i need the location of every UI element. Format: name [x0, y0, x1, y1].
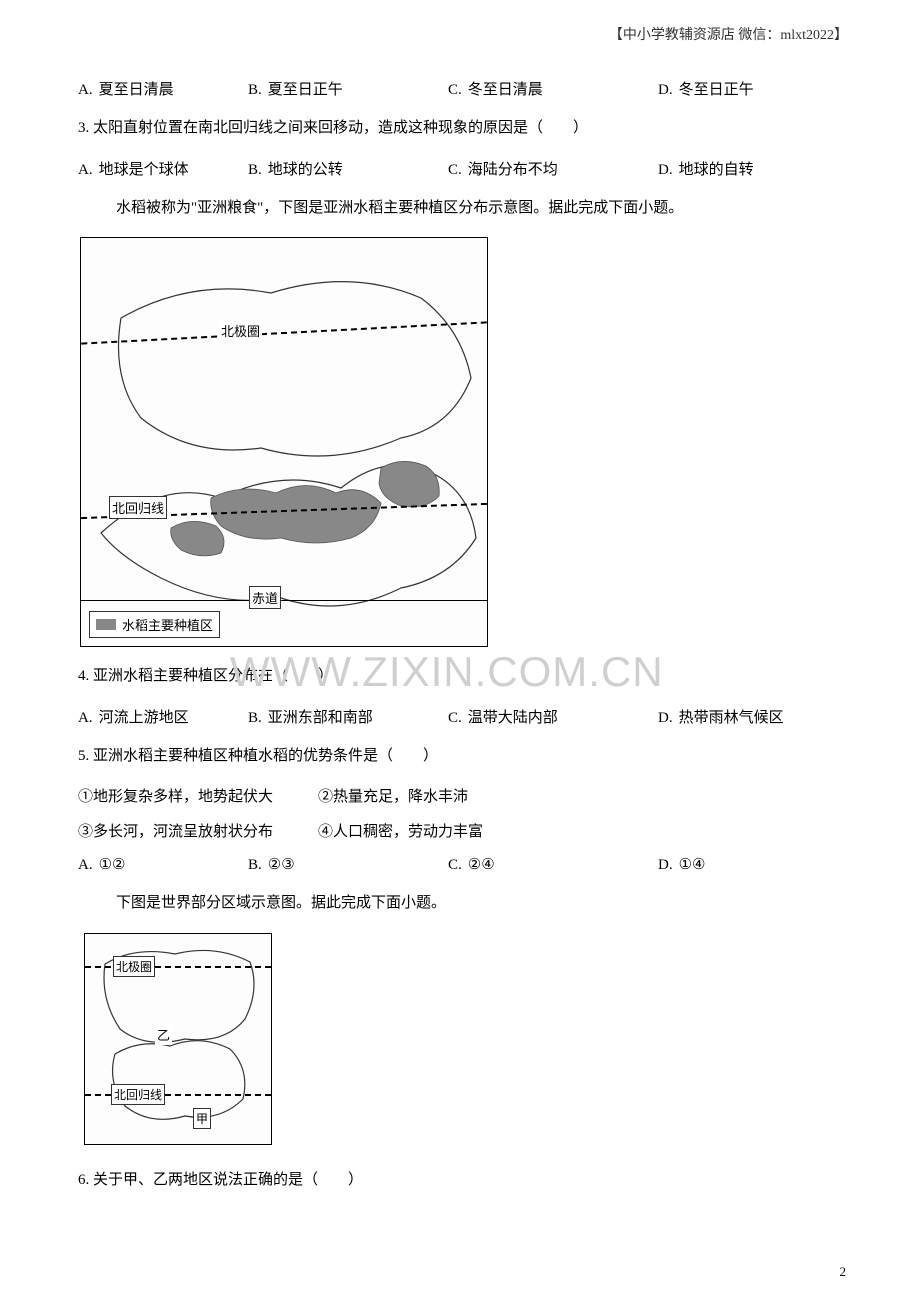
- opt-label-a: A.: [78, 82, 93, 99]
- q4-opt-d-text: 热带雨林气候区: [679, 706, 784, 727]
- equator-line: [81, 600, 487, 601]
- q2-opt-b: B. 夏至日正午: [248, 78, 448, 99]
- asia-rice-map: 北极圈 北回归线 赤道 水稻主要种植区: [80, 237, 488, 647]
- passage-1: 水稻被称为"亚洲粮食"，下图是亚洲水稻主要种植区分布示意图。据此完成下面小题。: [78, 197, 848, 220]
- q5-cond-row2: ③多长河，河流呈放射状分布 ④人口稠密，劳动力丰富: [78, 820, 848, 841]
- yi-label: 乙: [155, 1024, 172, 1045]
- q3-text: 3. 太阳直射位置在南北回归线之间来回移动，造成这种现象的原因是（ ）: [78, 117, 848, 140]
- q4-opt-a-text: 河流上游地区: [99, 706, 189, 727]
- opt-label-c: C.: [448, 162, 462, 179]
- page-number: 2: [840, 1264, 847, 1280]
- q2-opt-c-text: 冬至日清晨: [468, 78, 543, 99]
- q5-opt-c-text: ②④: [468, 855, 495, 874]
- q3-opt-a: A. 地球是个球体: [78, 158, 248, 179]
- q5-opt-a: A. ①②: [78, 855, 248, 874]
- q3-opt-c-text: 海陆分布不均: [468, 158, 558, 179]
- q5-opt-d: D. ①④: [658, 855, 818, 874]
- q5-opt-b-text: ②③: [268, 855, 295, 874]
- tropic-label-2: 北回归线: [111, 1084, 165, 1105]
- q4-opt-c-text: 温带大陆内部: [468, 706, 558, 727]
- opt-label-a: A.: [78, 162, 93, 179]
- q4-opt-b: B. 亚洲东部和南部: [248, 706, 448, 727]
- q3-opt-b: B. 地球的公转: [248, 158, 448, 179]
- opt-label-a: A.: [78, 857, 93, 874]
- opt-label-b: B.: [248, 857, 262, 874]
- q3-opt-b-text: 地球的公转: [268, 158, 343, 179]
- opt-label-d: D.: [658, 162, 673, 179]
- q2-opt-d: D. 冬至日正午: [658, 78, 818, 99]
- opt-label-b: B.: [248, 82, 262, 99]
- legend-text: 水稻主要种植区: [122, 615, 213, 634]
- map-svg: [81, 238, 487, 646]
- q5-cond1: ①地形复杂多样，地势起伏大: [78, 785, 318, 806]
- q3-opt-d: D. 地球的自转: [658, 158, 818, 179]
- page-content: A. 夏至日清晨 B. 夏至日正午 C. 冬至日清晨 D. 冬至日正午 3. 太阳直射位…: [78, 78, 848, 1209]
- opt-label-a: A.: [78, 710, 93, 727]
- arctic-label-2: 北极圈: [113, 956, 155, 977]
- jia-label: 甲: [193, 1108, 211, 1129]
- q4-opt-c: C. 温带大陆内部: [448, 706, 658, 727]
- opt-label-c: C.: [448, 710, 462, 727]
- passage-2: 下图是世界部分区域示意图。据此完成下面小题。: [78, 892, 848, 915]
- q5-cond-row1: ①地形复杂多样，地势起伏大 ②热量充足，降水丰沛: [78, 785, 848, 806]
- world-region-map: 北极圈 北回归线 乙 甲: [84, 933, 272, 1145]
- q4-opt-a: A. 河流上游地区: [78, 706, 248, 727]
- q2-options: A. 夏至日清晨 B. 夏至日正午 C. 冬至日清晨 D. 冬至日正午: [78, 78, 848, 99]
- q5-opt-a-text: ①②: [99, 855, 126, 874]
- q5-text: 5. 亚洲水稻主要种植区种植水稻的优势条件是（ ）: [78, 745, 848, 768]
- opt-label-b: B.: [248, 162, 262, 179]
- q2-opt-a-text: 夏至日清晨: [99, 78, 174, 99]
- q5-options: A. ①② B. ②③ C. ②④ D. ①④: [78, 855, 848, 874]
- opt-label-b: B.: [248, 710, 262, 727]
- q2-opt-c: C. 冬至日清晨: [448, 78, 658, 99]
- arctic-label: 北极圈: [219, 320, 262, 341]
- watermark: WWW.ZIXIN.COM.CN: [230, 648, 664, 696]
- q2-opt-b-text: 夏至日正午: [268, 78, 343, 99]
- opt-label-d: D.: [658, 710, 673, 727]
- q2-opt-d-text: 冬至日正午: [679, 78, 754, 99]
- opt-label-d: D.: [658, 857, 673, 874]
- opt-label-c: C.: [448, 82, 462, 99]
- q5-cond2: ②热量充足，降水丰沛: [318, 785, 578, 806]
- header-note: 【中小学教辅资源店 微信：mlxt2022】: [609, 24, 848, 44]
- q6-text: 6. 关于甲、乙两地区说法正确的是（ ）: [78, 1169, 848, 1192]
- q5-cond4: ④人口稠密，劳动力丰富: [318, 820, 578, 841]
- opt-label-c: C.: [448, 857, 462, 874]
- legend: 水稻主要种植区: [89, 611, 220, 638]
- q4-opt-d: D. 热带雨林气候区: [658, 706, 818, 727]
- legend-swatch: [96, 619, 116, 630]
- q3-opt-c: C. 海陆分布不均: [448, 158, 658, 179]
- opt-label-d: D.: [658, 82, 673, 99]
- equator-label: 赤道: [249, 586, 281, 609]
- q4-opt-b-text: 亚洲东部和南部: [268, 706, 373, 727]
- q4-options: A. 河流上游地区 B. 亚洲东部和南部 C. 温带大陆内部 D. 热带雨林气候区: [78, 706, 848, 727]
- q2-opt-a: A. 夏至日清晨: [78, 78, 248, 99]
- tropic-label: 北回归线: [109, 496, 167, 519]
- q5-opt-c: C. ②④: [448, 855, 658, 874]
- q3-opt-a-text: 地球是个球体: [99, 158, 189, 179]
- q5-opt-b: B. ②③: [248, 855, 448, 874]
- q3-opt-d-text: 地球的自转: [679, 158, 754, 179]
- q5-opt-d-text: ①④: [679, 855, 706, 874]
- q3-options: A. 地球是个球体 B. 地球的公转 C. 海陆分布不均 D. 地球的自转: [78, 158, 848, 179]
- q5-cond3: ③多长河，河流呈放射状分布: [78, 820, 318, 841]
